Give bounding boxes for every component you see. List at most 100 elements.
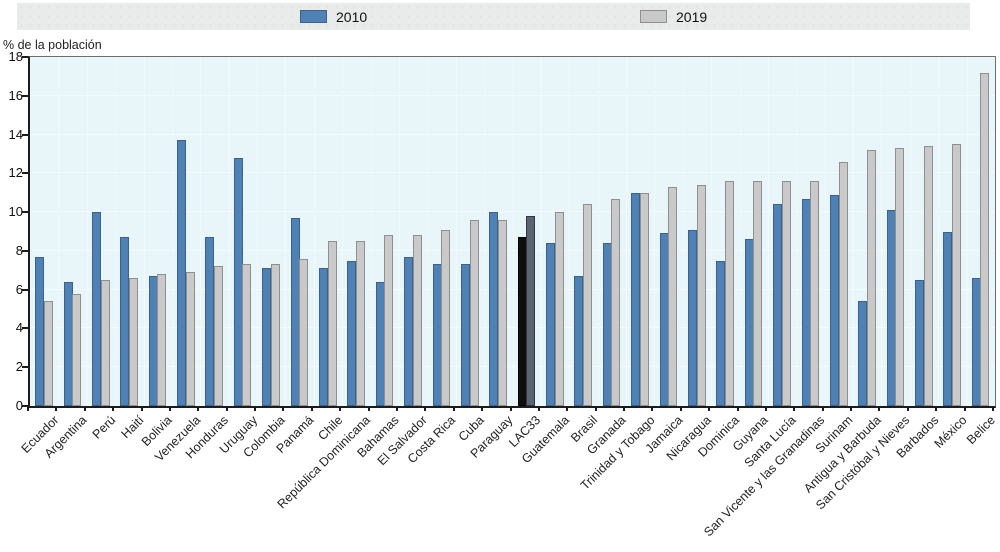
- bar-2010-republica-dominicana: [347, 260, 357, 406]
- bar-2010-surinam: [829, 194, 839, 406]
- gridline-x-28: [824, 57, 826, 406]
- x-tick-2: [83, 406, 86, 411]
- legend-item-2010: 2010: [300, 3, 367, 30]
- y-tick-8: [22, 249, 28, 252]
- bar-2010-brasil: [574, 276, 584, 406]
- bar-2010-colombia: [262, 268, 272, 406]
- y-tick-16: [22, 94, 28, 97]
- gridline-x-30: [881, 57, 883, 406]
- x-tick-29: [850, 406, 853, 411]
- gridline-x-19: [569, 57, 571, 406]
- gridline-x-26: [767, 57, 769, 406]
- y-tick-10: [22, 211, 28, 214]
- bar-2010-antigua-y-barbuda: [858, 301, 868, 406]
- x-tick-15: [452, 406, 455, 411]
- gridline-x-7: [228, 57, 230, 406]
- bar-2010-nicaragua: [687, 229, 697, 406]
- gridline-x-17: [512, 57, 514, 406]
- x-tick-8: [254, 406, 257, 411]
- bar-2010-guatemala: [546, 243, 556, 406]
- x-tick-23: [679, 406, 682, 411]
- bar-2010-bahamas: [375, 281, 385, 406]
- gridline-x-21: [626, 57, 628, 406]
- x-tick-5: [168, 406, 171, 411]
- x-tick-32: [935, 406, 938, 411]
- bar-2019-jamaica: [668, 186, 678, 406]
- gridline-x-16: [484, 57, 486, 406]
- y-tick-label-12: 12: [8, 165, 23, 181]
- bar-2010-uruguay: [233, 157, 243, 406]
- bar-2019-san-vicente-y-las-granadinas: [810, 181, 820, 406]
- bar-2010-panama: [290, 217, 300, 406]
- bar-2019-republica-dominicana: [356, 241, 365, 406]
- bar-2010-costa-rica: [432, 264, 442, 406]
- x-tick-24: [708, 406, 711, 411]
- x-label-belice: Belice: [963, 413, 998, 447]
- y-tick-label-6: 6: [15, 281, 23, 297]
- legend-item-2019: 2019: [640, 3, 707, 30]
- gridline-x-20: [597, 57, 599, 406]
- bar-2019-colombia: [270, 264, 280, 406]
- x-tick-33: [963, 406, 966, 411]
- y-tick-2: [22, 366, 28, 369]
- bar-2019-bahamas: [384, 235, 394, 406]
- bar-2010-chile: [319, 268, 329, 406]
- bar-2019-guyana: [753, 181, 763, 406]
- y-tick-label-8: 8: [15, 242, 23, 258]
- gridline-x-13: [398, 57, 400, 406]
- x-tick-0: [27, 406, 29, 411]
- y-tick-label-16: 16: [8, 87, 23, 103]
- y-tick-6: [22, 288, 28, 291]
- x-tick-19: [566, 406, 569, 411]
- gridline-x-22: [654, 57, 656, 406]
- bar-2019-belice: [980, 72, 990, 406]
- y-tick-18: [22, 56, 28, 58]
- gridline-x-14: [427, 57, 429, 406]
- gridline-x-11: [342, 57, 344, 406]
- bar-2010-paraguay: [489, 212, 499, 406]
- x-tick-16: [481, 406, 484, 411]
- y-tick-4: [22, 327, 28, 330]
- bar-2019-san-cristobal-y-nieves: [895, 148, 905, 406]
- legend-label-2010: 2010: [336, 8, 368, 25]
- y-tick-label-14: 14: [8, 126, 23, 142]
- bar-2019-paraguay: [497, 219, 507, 406]
- y-tick-0: [22, 405, 28, 407]
- bar-2010-santa-lucia: [773, 204, 783, 406]
- bar-2019-trinidad-y-tobago: [639, 192, 649, 406]
- bar-2010-granada: [602, 243, 612, 406]
- bar-2010-bolivia: [148, 276, 158, 406]
- bar-2019-venezuela: [185, 272, 195, 406]
- bar-2010-san-cristobal-y-nieves: [886, 210, 896, 406]
- bar-2010-argentina: [63, 281, 73, 406]
- x-tick-9: [282, 406, 285, 411]
- bar-2010-ecuador: [35, 256, 45, 406]
- bar-2019-bolivia: [157, 274, 167, 406]
- bar-2019-ecuador: [43, 301, 53, 406]
- bar-2019-surinam: [838, 161, 848, 406]
- x-tick-7: [225, 406, 228, 411]
- gridline-x-3: [115, 57, 117, 406]
- bar-2010-trinidad-y-tobago: [631, 192, 641, 406]
- bar-2019-argentina: [72, 293, 82, 406]
- gridline-x-24: [711, 57, 713, 406]
- x-tick-21: [623, 406, 626, 411]
- gridline-x-33: [966, 57, 968, 406]
- bar-2010-belice: [971, 278, 981, 406]
- x-tick-3: [112, 406, 115, 411]
- gridline-x-4: [143, 57, 145, 406]
- gridline-x-23: [682, 57, 684, 406]
- x-tick-17: [509, 406, 512, 411]
- x-tick-18: [537, 406, 540, 411]
- x-tick-27: [793, 406, 796, 411]
- bar-2019-costa-rica: [441, 229, 451, 406]
- x-tick-10: [310, 406, 313, 411]
- bar-2010-mexico: [943, 231, 953, 406]
- bar-2010-haiti: [120, 237, 130, 406]
- y-axis-title: % de la población: [3, 38, 102, 52]
- gridline-x-18: [540, 57, 542, 406]
- bar-2019-el-salvador: [412, 235, 422, 406]
- x-tick-28: [821, 406, 824, 411]
- y-tick-label-10: 10: [8, 204, 23, 220]
